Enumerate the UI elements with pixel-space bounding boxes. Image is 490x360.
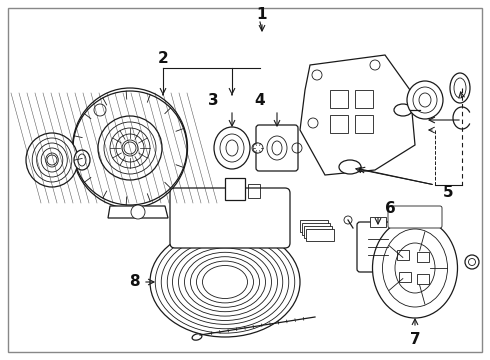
Bar bbox=[306, 229, 334, 241]
Circle shape bbox=[98, 116, 162, 180]
Circle shape bbox=[47, 155, 57, 165]
Text: 7: 7 bbox=[410, 333, 420, 347]
Bar bbox=[330, 90, 348, 108]
FancyBboxPatch shape bbox=[388, 206, 442, 228]
Circle shape bbox=[253, 143, 263, 153]
Text: 6: 6 bbox=[385, 201, 395, 216]
Bar bbox=[355, 90, 373, 108]
Bar bbox=[304, 226, 332, 238]
Ellipse shape bbox=[407, 81, 443, 119]
Ellipse shape bbox=[344, 216, 352, 224]
Ellipse shape bbox=[339, 160, 361, 174]
Text: 2: 2 bbox=[158, 50, 169, 66]
Text: 8: 8 bbox=[129, 274, 139, 289]
Bar bbox=[300, 220, 328, 232]
Circle shape bbox=[124, 142, 136, 154]
Bar bbox=[248, 184, 260, 198]
Text: 1: 1 bbox=[257, 6, 267, 22]
Text: 5: 5 bbox=[442, 185, 453, 199]
Bar bbox=[302, 223, 330, 235]
Ellipse shape bbox=[394, 104, 412, 116]
Bar bbox=[370, 217, 386, 227]
Text: 3: 3 bbox=[208, 93, 219, 108]
Ellipse shape bbox=[26, 133, 78, 187]
Bar bbox=[399, 272, 411, 282]
Ellipse shape bbox=[372, 218, 458, 318]
Polygon shape bbox=[300, 55, 415, 175]
Bar bbox=[417, 252, 429, 262]
Bar bbox=[355, 115, 373, 133]
FancyBboxPatch shape bbox=[357, 222, 399, 272]
FancyBboxPatch shape bbox=[170, 188, 290, 248]
Ellipse shape bbox=[465, 255, 479, 269]
Ellipse shape bbox=[74, 150, 90, 170]
Ellipse shape bbox=[73, 88, 188, 208]
FancyBboxPatch shape bbox=[256, 125, 298, 171]
Bar bbox=[330, 115, 348, 133]
Bar bbox=[417, 274, 429, 284]
Ellipse shape bbox=[192, 334, 202, 340]
Circle shape bbox=[131, 205, 145, 219]
Ellipse shape bbox=[150, 227, 300, 337]
Circle shape bbox=[94, 104, 106, 116]
Text: 4: 4 bbox=[255, 93, 265, 108]
Bar bbox=[225, 178, 245, 200]
Ellipse shape bbox=[214, 127, 250, 169]
Bar bbox=[397, 250, 409, 260]
Polygon shape bbox=[108, 206, 168, 218]
